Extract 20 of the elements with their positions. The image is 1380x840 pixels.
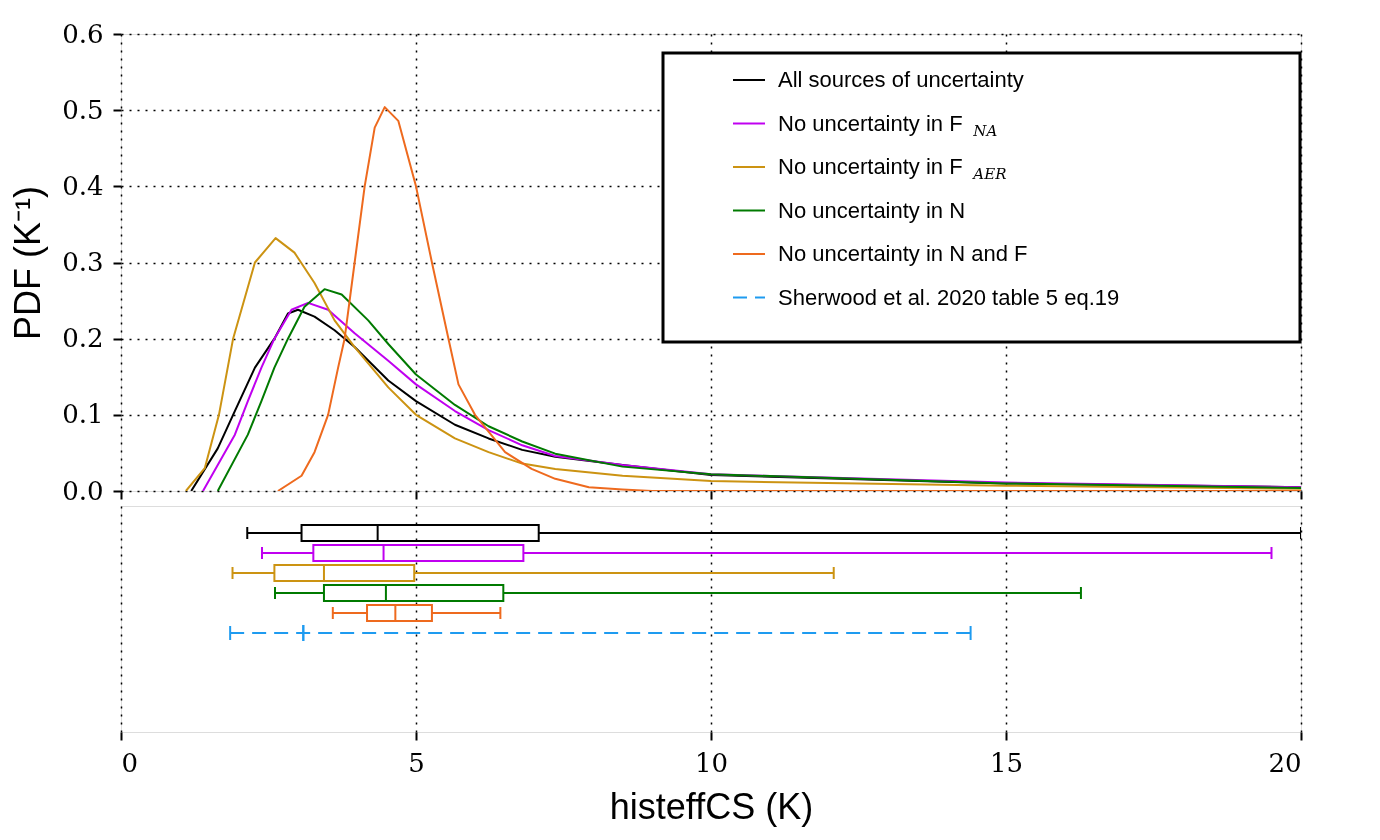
x-tick-label: 10 <box>694 747 729 778</box>
y-tick-label: 0.5 <box>62 94 104 125</box>
x-tick-label: 5 <box>408 747 425 778</box>
line-series <box>184 237 1301 491</box>
y-tick-label: 0.6 <box>62 18 104 49</box>
legend-label: Sherwood et al. 2020 table 5 eq.19 <box>778 284 1120 310</box>
x-tick-label: 0 <box>121 747 139 778</box>
y-tick-label: 0.0 <box>62 475 104 506</box>
x-tick-label: 20 <box>1268 747 1302 778</box>
y-axis-title: PDF (K⁻¹) <box>7 186 49 340</box>
x-axis-title: histeffCS (K) <box>609 785 814 827</box>
legend-label: No uncertainty in N <box>778 197 966 223</box>
y-tick-label: 0.4 <box>62 170 104 201</box>
y-tick-label: 0.3 <box>62 247 104 277</box>
y-tick-label: 0.1 <box>62 399 104 430</box>
legend-label: No uncertainty in N and F <box>778 241 1028 266</box>
line-series <box>276 106 1301 491</box>
y-tick-label: 0.2 <box>62 323 104 354</box>
legend-label: All sources of uncertainty <box>778 67 1024 92</box>
x-tick-label: 15 <box>989 747 1024 778</box>
